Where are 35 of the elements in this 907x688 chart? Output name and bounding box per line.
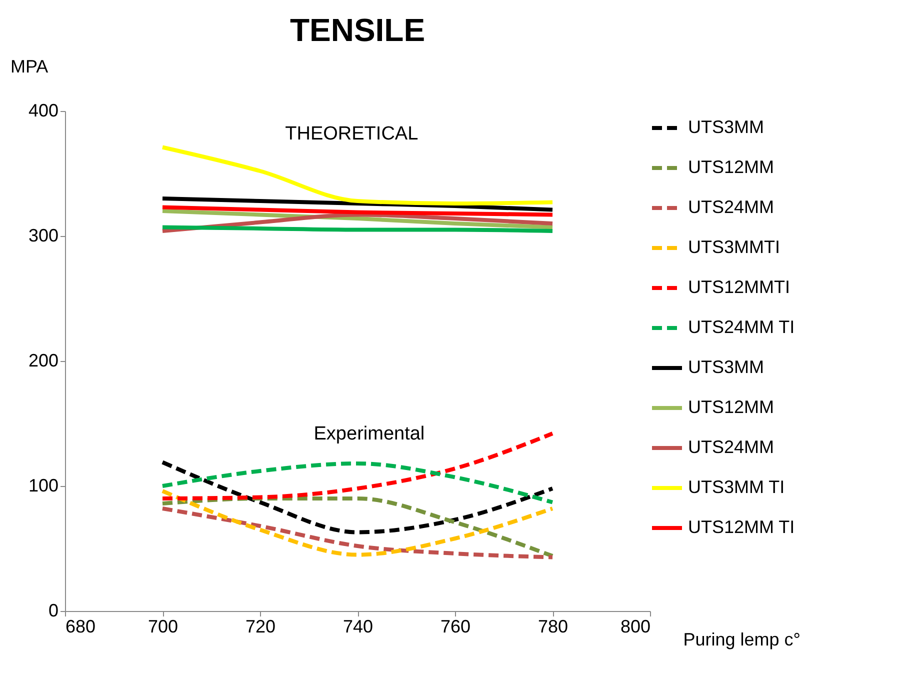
x-tick-label: 700 bbox=[148, 616, 178, 636]
line-series bbox=[160, 506, 554, 560]
legend-label: UTS12MMTI bbox=[688, 277, 790, 297]
y-axis-title: MPA bbox=[10, 56, 48, 76]
legend-label: UTS12MM TI bbox=[688, 517, 795, 537]
legend-label: UTS12MM bbox=[688, 157, 774, 177]
line-series bbox=[160, 460, 554, 534]
legend-label: UTS24MM bbox=[688, 197, 774, 217]
annotation: THEORETICAL bbox=[285, 124, 418, 144]
x-tick-label: 800 bbox=[620, 616, 650, 636]
legend-label: UTS12MM bbox=[688, 397, 774, 417]
y-tick-label: 300 bbox=[28, 226, 58, 246]
legend-label: UTS24MM TI bbox=[688, 317, 795, 337]
x-tick-label: 740 bbox=[342, 616, 374, 636]
x-tick-label: 780 bbox=[538, 616, 568, 636]
x-tick-label: 680 bbox=[66, 616, 96, 636]
chart-title: TENSILE bbox=[290, 12, 426, 48]
x-tick-label: 720 bbox=[245, 616, 276, 636]
legend-label: UTS3MMTI bbox=[688, 237, 780, 257]
legend-label: UTS24MM bbox=[688, 437, 774, 457]
x-tick-label: 760 bbox=[440, 616, 471, 636]
y-tick-label: 400 bbox=[28, 100, 58, 120]
legend-label: UTS3MM bbox=[688, 357, 764, 377]
y-tick-label: 0 bbox=[48, 600, 58, 620]
line-series bbox=[160, 462, 554, 504]
y-tick-label: 100 bbox=[28, 476, 58, 496]
legend-label: UTS3MM bbox=[688, 117, 764, 137]
legend-label: UTS3MM TI bbox=[688, 477, 785, 497]
line-series bbox=[160, 212, 554, 233]
line-series bbox=[160, 209, 554, 230]
line-series bbox=[160, 205, 554, 217]
annotation: Experimental bbox=[314, 424, 425, 444]
y-tick-label: 200 bbox=[28, 350, 58, 370]
line-series bbox=[160, 145, 554, 206]
x-axis-title: Puring lemp c° bbox=[683, 630, 800, 650]
